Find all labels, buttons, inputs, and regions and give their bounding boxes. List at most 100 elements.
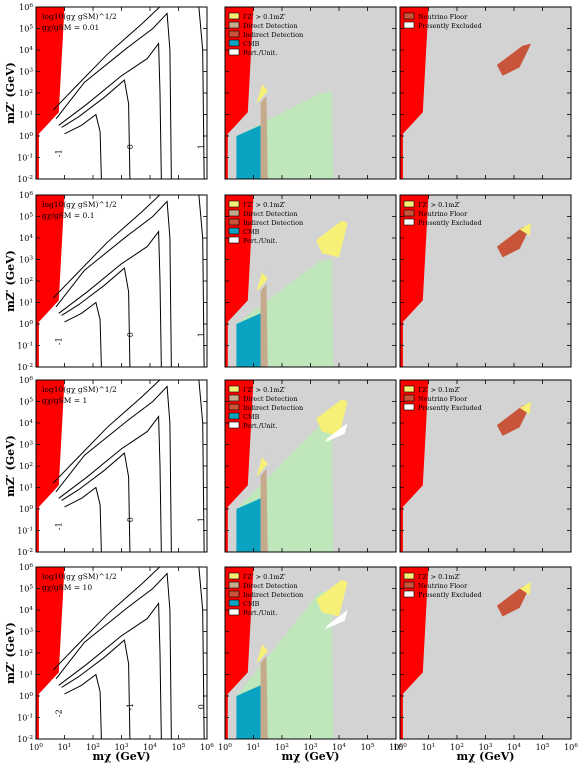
- contour-line-3: [58, 230, 162, 367]
- legend-label: ΓZ′ > 0.1mZ′: [243, 573, 286, 581]
- legend-label: Pert./Unit.: [243, 422, 277, 430]
- legend-swatch: [228, 21, 240, 29]
- excluded-red-region: [36, 380, 65, 552]
- legend-swatch: [228, 403, 240, 411]
- width-region-high: [316, 579, 348, 617]
- contour-line-4: [61, 639, 131, 739]
- legend-label: Neutrino Floor: [418, 582, 468, 590]
- contour-line-2: [55, 200, 172, 367]
- neutrino-floor-region: [496, 225, 532, 258]
- neutrino-floor-region: [496, 43, 532, 76]
- width-band: [256, 272, 268, 292]
- plot-area: [400, 195, 571, 367]
- panel-r4-c1: -2 -1 0 log10(gχ gSM)^1/2 gχ/gSM = 10 10-2 10-…: [4, 563, 214, 763]
- contour-line-2: [55, 385, 172, 552]
- cmb-region: [236, 125, 261, 179]
- contour-line-6: [198, 195, 205, 367]
- x-tick-label: 102: [86, 743, 100, 752]
- contour-label: 0: [197, 704, 206, 709]
- legend-swatch: [403, 200, 415, 208]
- y-tick-label: 105: [19, 25, 33, 34]
- y-tick-label: 10-2: [17, 735, 33, 744]
- neutrino-floor-region: [496, 584, 532, 617]
- legend-swatch: [228, 12, 240, 20]
- legend-label: ΓZ′ > 0.1mZ′: [243, 386, 286, 394]
- y-tick-label: 101: [19, 111, 33, 120]
- legend-swatch: [403, 572, 415, 580]
- panel-r4-c3: 100 101 102 103 104 105 106 mχ (GeV) ΓZ′ > 0.1mZ…: [393, 566, 578, 763]
- contour-title: log10(gχ gSM)^1/2: [42, 385, 117, 394]
- x-tick-label: 101: [247, 743, 261, 752]
- contour-title: log10(gχ gSM)^1/2: [42, 200, 117, 209]
- panel-r1-c1: -1 0 1 log10(gχ gSM)^1/2 gχ/gSM = 0.01 10-2 10…: [4, 3, 208, 184]
- legend-swatch: [228, 236, 240, 244]
- legend-label: Presently Excluded: [418, 591, 482, 599]
- x-tick-label: 104: [143, 743, 157, 752]
- y-tick-label: 10-1: [17, 342, 33, 351]
- width-region-high: [316, 399, 348, 436]
- contour-line-4: [61, 267, 131, 367]
- legend-swatch: [228, 590, 240, 598]
- legend-swatch: [228, 218, 240, 226]
- plot-area: [225, 567, 396, 739]
- y-tick-label: 10-1: [17, 154, 33, 163]
- x-tick-label: 105: [536, 743, 550, 752]
- cmb-region: [236, 685, 261, 739]
- x-tick-label: 106: [564, 743, 578, 752]
- legend-swatch: [228, 394, 240, 402]
- direct-detection-region: [260, 646, 268, 739]
- legend-swatch: [228, 412, 240, 420]
- legend-label: Indirect Detection: [243, 31, 303, 39]
- legend-swatch: [403, 394, 415, 402]
- pert-unit-region: [324, 423, 348, 443]
- contour-label: -1: [126, 703, 135, 711]
- legend-label: Direct Detection: [243, 210, 298, 218]
- y-tick-label: 104: [19, 46, 33, 55]
- y-tick-label: 104: [19, 419, 33, 428]
- plot-background: [36, 195, 207, 367]
- x-tick-label: 103: [479, 743, 493, 752]
- y-tick-label: 105: [19, 585, 33, 594]
- legend-swatch: [228, 608, 240, 616]
- legend-label: Neutrino Floor: [418, 210, 468, 218]
- legend-swatch: [228, 200, 240, 208]
- excluded-red-region: [36, 567, 65, 739]
- plot-background: [36, 380, 207, 552]
- y-tick-label: 105: [19, 398, 33, 407]
- legend-label: CMB: [243, 40, 260, 48]
- x-tick-label: 105: [361, 743, 375, 752]
- contour-line-4: [61, 452, 131, 552]
- width-band: [256, 457, 268, 477]
- excluded-red-region: [36, 7, 65, 179]
- panel-r3-c1: -1 0 1 log10(gχ gSM)^1/2 gχ/gSM = 1 10-2 10-1 1…: [4, 376, 208, 557]
- contour-title: log10(gχ gSM)^1/2: [42, 572, 117, 581]
- contour-line-1: [52, 7, 161, 111]
- contour-label: 0: [126, 332, 135, 337]
- contour-line-6: [198, 567, 205, 739]
- plot-background: [36, 567, 207, 739]
- width-region-high: [316, 220, 348, 258]
- plot-area: [225, 380, 396, 552]
- legend-label: CMB: [243, 228, 260, 236]
- contour-label: 1: [197, 144, 206, 149]
- x-tick-label: 101: [422, 743, 436, 752]
- x-tick-label: 106: [389, 743, 403, 752]
- x-tick-label: 101: [58, 743, 72, 752]
- y-axis-label: mZ′ (GeV): [4, 435, 17, 497]
- contour-label: 0: [126, 144, 135, 149]
- contour-line-2: [55, 12, 172, 179]
- y-tick-label: 106: [19, 376, 33, 385]
- legend-swatch: [403, 218, 415, 226]
- legend-swatch: [228, 48, 240, 56]
- legend-label: Presently Excluded: [418, 219, 482, 227]
- plot-area: -1 0 1: [36, 380, 207, 552]
- plot-area: [400, 380, 571, 552]
- width-region-excluded: [519, 582, 532, 595]
- contour-label: 1: [197, 517, 206, 522]
- y-tick-label: 102: [19, 89, 33, 98]
- y-tick-label: 100: [19, 505, 33, 514]
